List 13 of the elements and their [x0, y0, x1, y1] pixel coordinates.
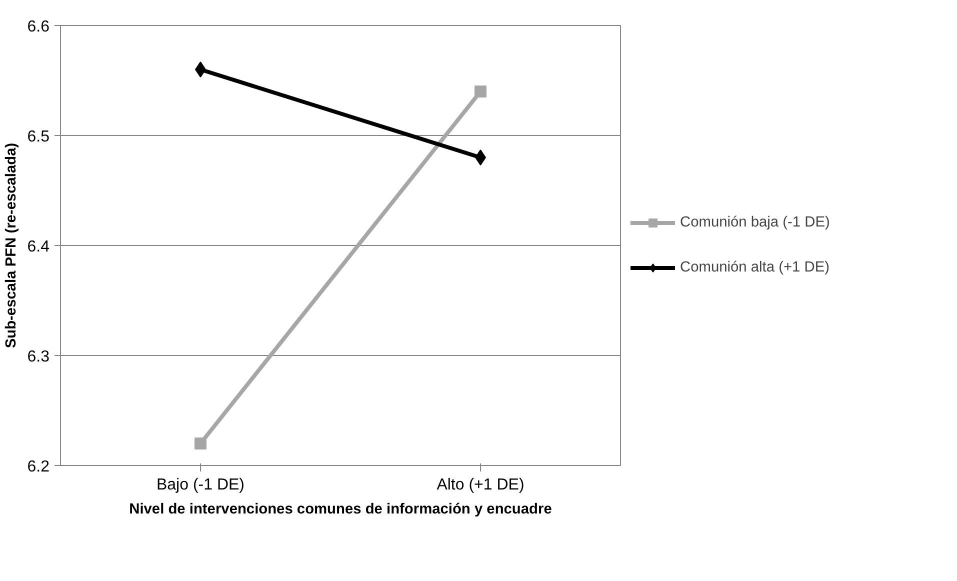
- x-axis-title: Nivel de intervenciones comunes de información y encuadre: [129, 502, 552, 518]
- y-tick-label: 6.4: [27, 238, 50, 256]
- y-tick-label: 6.6: [27, 18, 50, 36]
- x-tick-label: Bajo (-1 DE): [156, 476, 245, 494]
- y-tick-label: 6.5: [27, 128, 50, 146]
- y-tick-label: 6.3: [27, 348, 50, 366]
- point: [194, 438, 206, 450]
- point: [474, 86, 486, 98]
- y-axis-title: Sub-escala PFN (re-escalada): [3, 142, 20, 348]
- x-tick-label: Alto (+1 DE): [436, 476, 524, 494]
- y-tick-label: 6.2: [27, 458, 50, 476]
- legend-label: Comunión baja (-1 DE): [680, 214, 831, 230]
- legend-label: Comunión alta (+1 DE): [680, 260, 830, 276]
